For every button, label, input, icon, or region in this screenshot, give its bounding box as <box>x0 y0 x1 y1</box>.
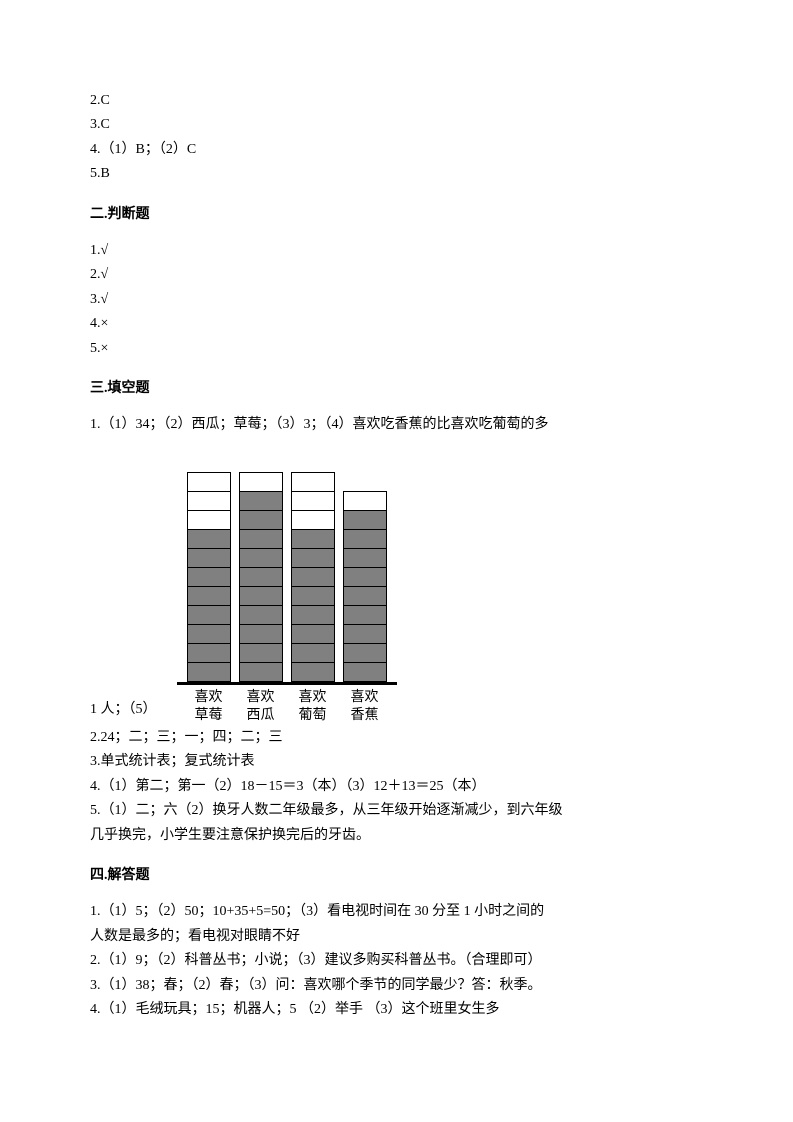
bar-cell-filled <box>291 643 335 663</box>
bar-column-1 <box>239 445 283 682</box>
bar-cell-empty <box>187 472 231 492</box>
bar-label-1: 喜欢西瓜 <box>239 685 283 725</box>
s3-q1-pre-chart: 1 人；（5） <box>90 699 157 721</box>
bar-cell-empty <box>291 491 335 511</box>
bar-cell-filled <box>291 624 335 644</box>
chart-row: 1 人；（5） 喜欢草莓喜欢西瓜喜欢葡萄喜欢香蕉 <box>90 445 703 725</box>
bar-cell-filled <box>343 624 387 644</box>
s3-q5-line1: 5.（1）二；六（2）换牙人数二年级最多，从三年级开始逐渐减少，到六年级 <box>90 800 703 822</box>
bar-label-line2: 西瓜 <box>239 707 283 725</box>
bar-cell-filled <box>187 605 231 625</box>
bar-cell-filled <box>239 662 283 682</box>
bar-cell-filled <box>291 586 335 606</box>
bar-cell-filled <box>291 662 335 682</box>
bar-cell-filled <box>343 586 387 606</box>
s3-q2: 2.24；二；三；一；四；二；三 <box>90 727 703 749</box>
section-4-header: 四.解答题 <box>90 865 703 887</box>
bar-cell-filled <box>187 529 231 549</box>
bar-cell-filled <box>187 548 231 568</box>
s3-q3: 3.单式统计表；复式统计表 <box>90 751 703 773</box>
bar-label-line1: 喜欢 <box>291 689 335 707</box>
bar-cell-filled <box>187 662 231 682</box>
bar-column-3 <box>343 445 387 682</box>
bar-cell-filled <box>239 510 283 530</box>
bar-label-line1: 喜欢 <box>343 689 387 707</box>
s2-answer-5: 5.× <box>90 338 703 360</box>
bar-cell-empty <box>187 510 231 530</box>
bar-cell-filled <box>291 567 335 587</box>
chart-bars-area <box>177 445 397 685</box>
s1-answer-3: 3.C <box>90 114 703 136</box>
bar-cell-filled <box>239 491 283 511</box>
s1-answer-5: 5.B <box>90 163 703 185</box>
bar-column-2 <box>291 445 335 682</box>
s3-q1-text: 1.（1）34；（2）西瓜；草莓；（3）3；（4）喜欢吃香蕉的比喜欢吃葡萄的多 <box>90 414 703 436</box>
s2-answer-1: 1.√ <box>90 240 703 262</box>
bar-cell-empty <box>291 472 335 492</box>
bar-cell-empty <box>239 472 283 492</box>
bar-label-line2: 香蕉 <box>343 707 387 725</box>
bar-label-line1: 喜欢 <box>187 689 231 707</box>
bar-cell-filled <box>343 548 387 568</box>
s1-answer-2: 2.C <box>90 90 703 112</box>
bar-cell-filled <box>239 605 283 625</box>
bar-cell-filled <box>239 624 283 644</box>
chart-labels-row: 喜欢草莓喜欢西瓜喜欢葡萄喜欢香蕉 <box>177 685 397 725</box>
bar-cell-filled <box>239 567 283 587</box>
bar-label-line1: 喜欢 <box>239 689 283 707</box>
s3-q4: 4.（1）第二；第一（2）18－15＝3（本）（3）12＋13＝25（本） <box>90 776 703 798</box>
bar-cell-filled <box>187 643 231 663</box>
bar-cell-filled <box>239 643 283 663</box>
bar-cell-filled <box>291 605 335 625</box>
bar-cell-filled <box>187 567 231 587</box>
s4-q2: 2.（1）9；（2）科普丛书；小说；（3）建议多购买科普丛书。（合理即可） <box>90 950 703 972</box>
bar-label-line2: 草莓 <box>187 707 231 725</box>
s3-q5-line2: 几乎换完，小学生要注意保护换完后的牙齿。 <box>90 825 703 847</box>
bar-cell-filled <box>187 624 231 644</box>
bar-label-2: 喜欢葡萄 <box>291 685 335 725</box>
bar-cell-filled <box>239 548 283 568</box>
bar-label-3: 喜欢香蕉 <box>343 685 387 725</box>
s4-q1-line2: 人数是最多的；看电视对眼睛不好 <box>90 926 703 948</box>
s2-answer-2: 2.√ <box>90 264 703 286</box>
bar-cell-filled <box>343 510 387 530</box>
bar-cell-filled <box>343 567 387 587</box>
bar-column-0 <box>187 445 231 682</box>
bar-cell-filled <box>291 548 335 568</box>
bar-cell-filled <box>343 529 387 549</box>
bar-cell-filled <box>343 643 387 663</box>
s4-q4: 4.（1）毛绒玩具；15；机器人；5 （2）举手 （3）这个班里女生多 <box>90 999 703 1021</box>
s1-answer-4: 4.（1）B；（2）C <box>90 139 703 161</box>
s2-answer-4: 4.× <box>90 313 703 335</box>
section-2-header: 二.判断题 <box>90 204 703 226</box>
bar-cell-filled <box>239 529 283 549</box>
bar-label-0: 喜欢草莓 <box>187 685 231 725</box>
section-3-header: 三.填空题 <box>90 378 703 400</box>
bar-cell-filled <box>343 662 387 682</box>
bar-cell-filled <box>187 586 231 606</box>
bar-chart: 喜欢草莓喜欢西瓜喜欢葡萄喜欢香蕉 <box>177 445 397 725</box>
bar-cell-empty <box>187 491 231 511</box>
bar-cell-filled <box>239 586 283 606</box>
bar-label-line2: 葡萄 <box>291 707 335 725</box>
s4-q1-line1: 1.（1）5；（2）50；10+35+5=50；（3）看电视时间在 30 分至 … <box>90 901 703 923</box>
s4-q3: 3.（1）38；春；（2）春；（3）问：喜欢哪个季节的同学最少？答：秋季。 <box>90 975 703 997</box>
bar-cell-filled <box>291 529 335 549</box>
bar-cell-empty <box>291 510 335 530</box>
bar-cell-filled <box>343 605 387 625</box>
bar-cell-empty <box>343 491 387 511</box>
s2-answer-3: 3.√ <box>90 289 703 311</box>
